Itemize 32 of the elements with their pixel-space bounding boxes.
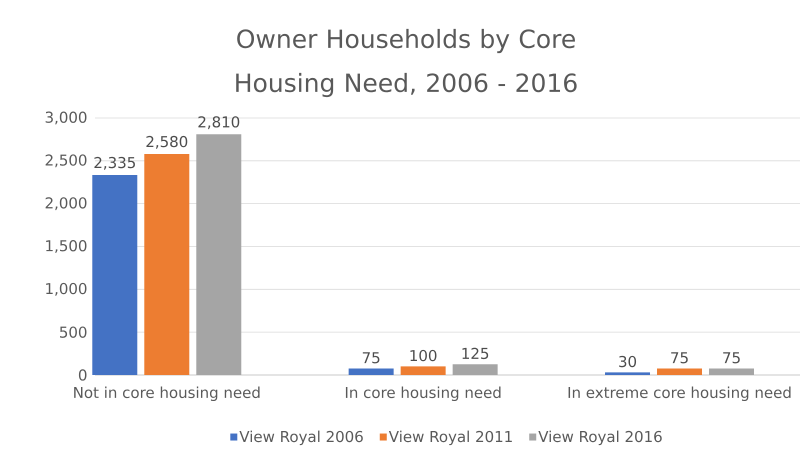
legend-label: View Royal 2006 xyxy=(239,430,363,446)
data-label: 75 xyxy=(723,352,740,364)
y-tick-label: 2,000 xyxy=(46,197,86,210)
y-tick-label: 1,500 xyxy=(46,240,86,253)
bar xyxy=(92,174,138,375)
y-tick-label: 0 xyxy=(78,369,86,381)
bar xyxy=(196,134,242,375)
y-tick-label: 500 xyxy=(60,326,86,338)
bar xyxy=(348,368,394,375)
y-tick-label: 3,000 xyxy=(46,112,86,124)
data-label: 75 xyxy=(362,352,380,364)
bar xyxy=(709,368,754,375)
data-label: 100 xyxy=(410,350,436,362)
bar xyxy=(400,366,446,375)
bar xyxy=(605,372,650,375)
legend-label: View Royal 2016 xyxy=(538,430,662,446)
data-label: 2,580 xyxy=(146,136,188,149)
data-label: 75 xyxy=(671,352,688,364)
x-tick-label: In core housing need xyxy=(346,386,500,402)
bar xyxy=(657,368,702,375)
data-label: 125 xyxy=(462,348,488,360)
data-label: 2,810 xyxy=(198,116,240,130)
x-tick-label: In extreme core housing need xyxy=(568,386,791,402)
bar xyxy=(144,154,190,375)
y-tick-label: 2,500 xyxy=(46,154,86,168)
legend-label: View Royal 2011 xyxy=(388,430,512,446)
data-label: 30 xyxy=(619,356,636,368)
data-label: 2,335 xyxy=(94,156,135,170)
chart-title: Owner Households by Core Housing Need, 2006 - 2016 xyxy=(236,28,577,98)
y-tick-label: 1,000 xyxy=(46,282,86,296)
bar xyxy=(452,364,498,375)
x-tick-label: Not in core housing need xyxy=(74,386,260,402)
